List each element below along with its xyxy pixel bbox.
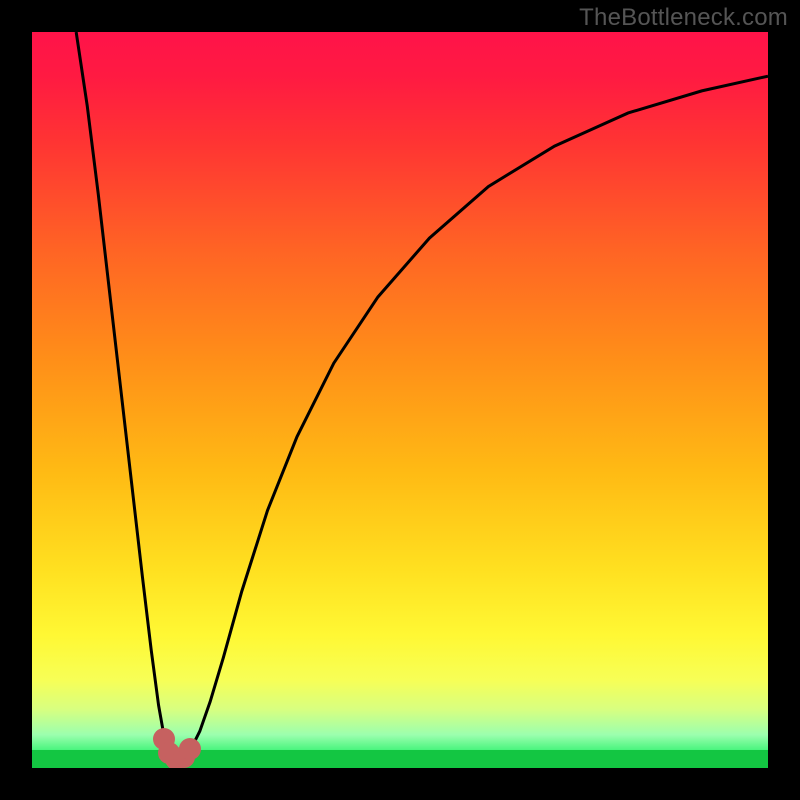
outer-frame: TheBottleneck.com [0, 0, 800, 800]
trough-marker [179, 738, 201, 760]
watermark-text: TheBottleneck.com [579, 4, 788, 32]
trough-markers [32, 32, 768, 768]
plot-area [32, 32, 768, 768]
